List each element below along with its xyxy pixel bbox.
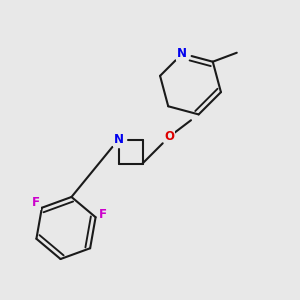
Text: N: N xyxy=(113,133,124,146)
Text: N: N xyxy=(177,47,187,60)
Text: F: F xyxy=(99,208,106,221)
Text: O: O xyxy=(164,130,175,143)
Text: F: F xyxy=(32,196,40,209)
